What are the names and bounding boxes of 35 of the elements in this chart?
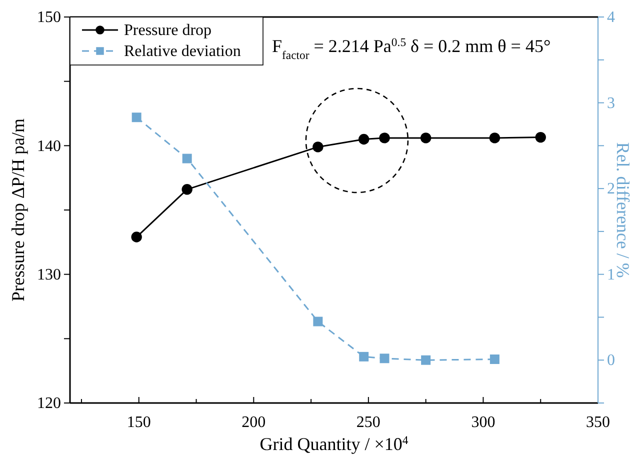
point [489,132,500,144]
y-tick-label: 120 [37,395,61,412]
x-tick-label: 200 [242,414,266,431]
point [490,354,500,364]
x-tick-label: 300 [471,414,496,431]
point [182,154,192,164]
y2-tick-label: 2 [607,180,615,198]
x-tick-label: 250 [356,414,380,431]
y2-tick-label: 4 [607,9,615,26]
y2-tick-label: 0 [607,352,615,370]
y-axis-title: Pressure drop ΔP/H pa/m [8,118,28,302]
point [312,142,324,152]
y-tick-label: 130 [37,266,61,284]
legend-label: Pressure drop [124,22,212,39]
point [131,232,142,242]
x-tick-label: 150 [126,414,151,431]
point [313,316,323,326]
point [380,354,390,364]
point [358,134,370,145]
point [132,112,142,122]
point [379,132,390,144]
y2-tick-label: 1 [607,266,615,284]
annotation: F$_{factor}$ = 2.214 Pa$^{0.5}$ δ = 0.2 mm θ = 45° [272,36,551,62]
y-tick-label: 150 [37,9,61,26]
legend-label: Relative deviation [124,43,241,60]
x-tick-label: 350 [586,414,610,431]
point [535,132,546,143]
point [359,352,369,362]
point [421,355,431,365]
y2-tick-label: 3 [607,94,615,112]
point [420,132,432,144]
x-axis-title: Grid Quantity / ×10$^{4}$ [260,434,408,454]
y2-axis-title: Rel. difference / % [613,142,633,278]
point [182,184,192,195]
y-tick-label: 140 [37,138,61,155]
